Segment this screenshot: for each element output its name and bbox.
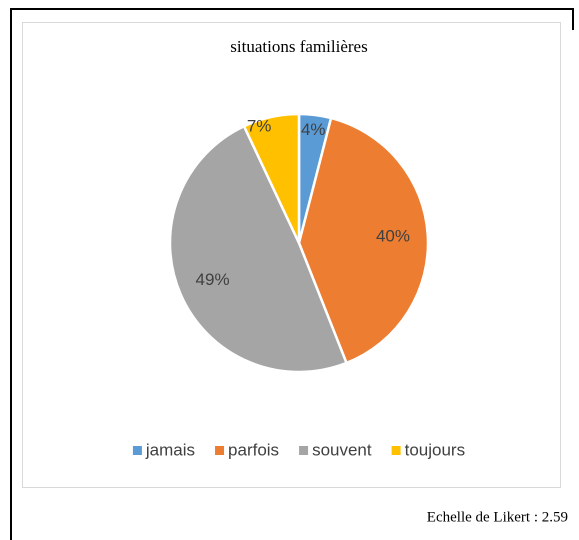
data-label: 40% bbox=[376, 227, 410, 246]
pie-slice bbox=[242, 112, 301, 244]
legend-swatch bbox=[215, 446, 225, 455]
legend-swatch bbox=[299, 446, 309, 455]
data-label: 49% bbox=[196, 270, 230, 289]
data-label: 4% bbox=[301, 120, 326, 139]
legend-label: jamais bbox=[145, 440, 195, 459]
pie-slice bbox=[297, 116, 430, 365]
legend-label: parfois bbox=[228, 440, 279, 459]
chart-title: situations familières bbox=[230, 37, 367, 56]
legend-label: souvent bbox=[312, 440, 372, 459]
pie-slice bbox=[168, 124, 349, 374]
data-label: 7% bbox=[247, 117, 272, 136]
legend-swatch bbox=[132, 446, 142, 455]
legend-swatch bbox=[391, 446, 401, 455]
caption: Echelle de Likert : 2.59 bbox=[427, 509, 568, 525]
legend-label: toujours bbox=[405, 440, 465, 459]
